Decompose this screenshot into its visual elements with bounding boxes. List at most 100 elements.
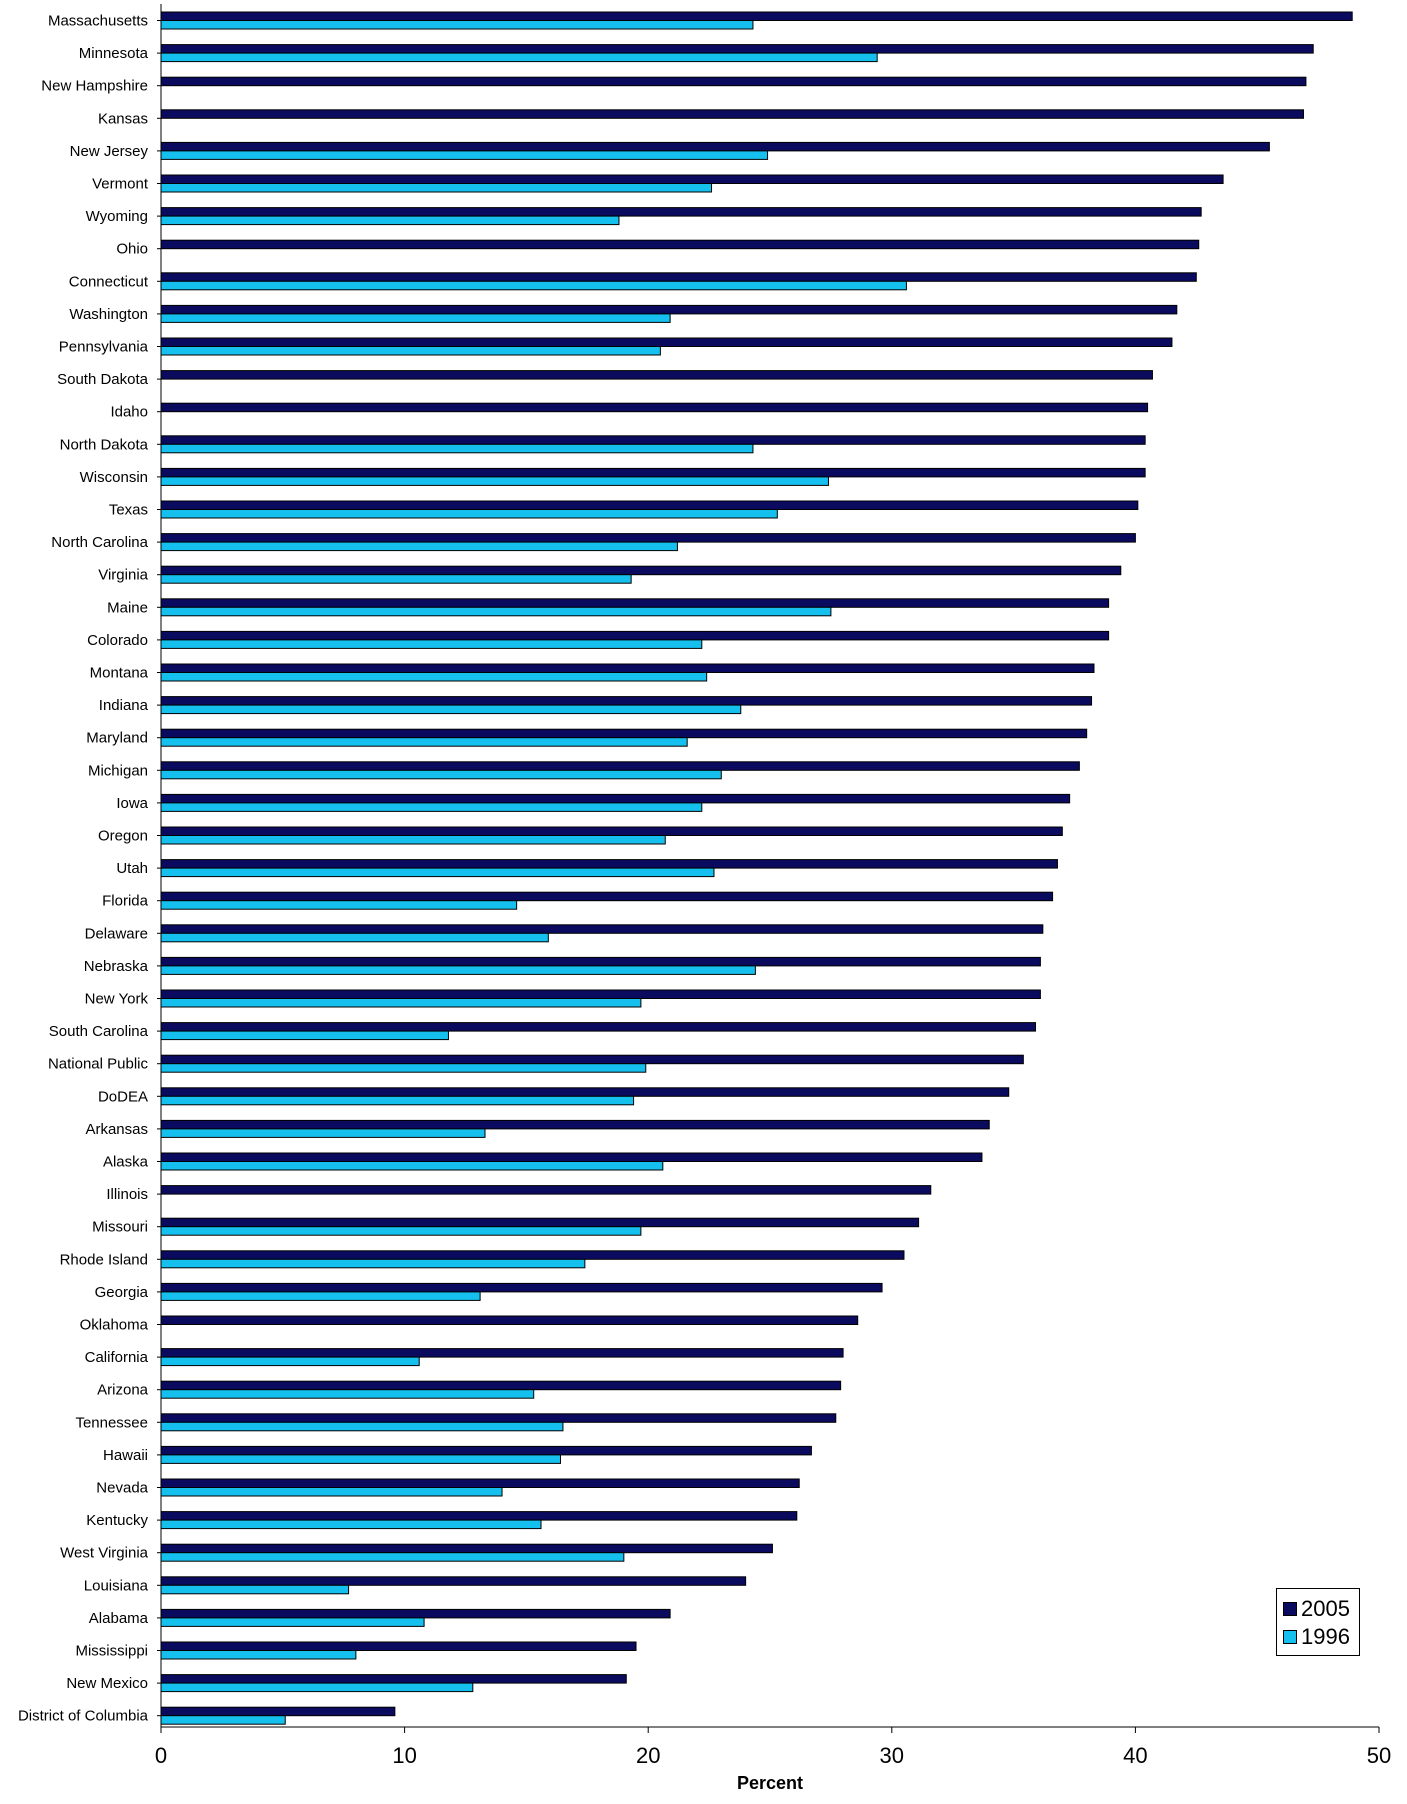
bar-2005-west-virginia: [160, 1543, 773, 1554]
bar-2005-new-mexico: [160, 1674, 627, 1684]
bar-2005-nevada: [160, 1478, 800, 1488]
bar-2005-indiana: [160, 696, 1093, 706]
bar-1996-nebraska: [160, 965, 756, 975]
bar-1996-michigan: [160, 769, 722, 780]
bar-1996-hawaii: [160, 1454, 562, 1464]
category-label-tennessee: Tennessee: [75, 1414, 148, 1431]
category-label-maine: Maine: [107, 599, 148, 616]
bar-2005-alaska: [160, 1152, 983, 1162]
category-label-michigan: Michigan: [88, 762, 148, 779]
bar-1996-new-jersey: [160, 150, 769, 160]
bar-2005-arizona: [160, 1380, 842, 1391]
bar-2005-vermont: [160, 174, 1224, 184]
x-tick-label-0: 0: [155, 1743, 167, 1768]
bar-2005-hawaii: [160, 1445, 812, 1456]
bar-1996-arkansas: [160, 1128, 486, 1138]
bar-1996-north-carolina: [160, 541, 678, 552]
category-label-louisiana: Louisiana: [84, 1577, 149, 1594]
legend-label-1996: 1996: [1301, 1624, 1350, 1649]
bar-2005-kentucky: [160, 1511, 798, 1521]
category-label-missouri: Missouri: [92, 1219, 148, 1236]
category-label-iowa: Iowa: [116, 795, 148, 812]
bar-1996-wisconsin: [160, 476, 829, 486]
bar-2005-dodea: [160, 1087, 1010, 1097]
category-label-kentucky: Kentucky: [86, 1512, 148, 1529]
category-label-oklahoma: Oklahoma: [80, 1317, 149, 1334]
bar-1996-west-virginia: [160, 1552, 625, 1562]
category-label-new-hampshire: New Hampshire: [41, 78, 148, 95]
legend-swatch-1996: [1283, 1630, 1297, 1644]
x-axis-title: Percent: [737, 1773, 803, 1793]
category-label-rhode-island: Rhode Island: [60, 1251, 148, 1268]
category-label-new-jersey: New Jersey: [70, 143, 149, 160]
x-tick-label-40: 40: [1123, 1743, 1147, 1768]
category-label-utah: Utah: [116, 860, 148, 877]
category-label-national-public: National Public: [48, 1056, 149, 1073]
legend-item-2005: 2005: [1283, 1595, 1359, 1623]
bar-2005-nebraska: [160, 956, 1041, 967]
category-label-indiana: Indiana: [99, 697, 149, 714]
category-label-massachusetts: Massachusetts: [48, 13, 148, 30]
bar-1996-california: [160, 1356, 420, 1367]
bar-1996-missouri: [160, 1226, 642, 1236]
category-label-nevada: Nevada: [96, 1480, 148, 1497]
bar-1996-nevada: [160, 1487, 503, 1497]
category-label-georgia: Georgia: [95, 1284, 149, 1301]
bar-1996-rhode-island: [160, 1258, 586, 1269]
bar-2005-wisconsin: [160, 467, 1146, 478]
bar-2005-utah: [160, 859, 1058, 869]
bar-1996-new-york: [160, 998, 642, 1008]
bar-2005-rhode-island: [160, 1250, 905, 1260]
bar-2005-south-dakota: [160, 370, 1153, 380]
bar-1996-oregon: [160, 835, 666, 845]
bar-1996-colorado: [160, 639, 703, 649]
bar-1996-tennessee: [160, 1421, 564, 1432]
category-label-florida: Florida: [102, 893, 149, 910]
bar-1996-north-dakota: [160, 443, 754, 454]
x-tick-label-50: 50: [1367, 1743, 1391, 1768]
bar-2005-alabama: [160, 1608, 671, 1619]
bar-2005-new-hampshire: [160, 76, 1307, 87]
bar-1996-kentucky: [160, 1519, 542, 1530]
category-label-nebraska: Nebraska: [84, 958, 149, 975]
bar-1996-south-carolina: [160, 1030, 449, 1041]
x-tick-label-20: 20: [636, 1743, 660, 1768]
bar-2005-washington: [160, 304, 1178, 315]
category-label-connecticut: Connecticut: [69, 273, 149, 290]
bar-2005-california: [160, 1348, 844, 1358]
category-label-north-carolina: North Carolina: [51, 534, 148, 551]
bar-1996-district-of-columbia: [160, 1715, 286, 1725]
bar-1996-alabama: [160, 1617, 425, 1627]
bar-2005-georgia: [160, 1282, 883, 1293]
bar-2005-maine: [160, 598, 1110, 608]
x-tick-label-30: 30: [880, 1743, 904, 1768]
category-label-district-of-columbia: District of Columbia: [18, 1708, 149, 1725]
legend: 2005 1996: [1276, 1588, 1360, 1656]
bar-1996-delaware: [160, 932, 549, 943]
bar-2005-kansas: [160, 109, 1304, 119]
bar-1996-alaska: [160, 1161, 664, 1171]
category-label-wyoming: Wyoming: [86, 208, 148, 225]
bar-2005-south-carolina: [160, 1022, 1037, 1032]
bar-1996-arizona: [160, 1389, 535, 1399]
legend-label-2005: 2005: [1301, 1596, 1350, 1621]
bar-2005-north-dakota: [160, 435, 1146, 445]
bar-2005-massachusetts: [160, 11, 1353, 21]
bar-1996-maine: [160, 606, 832, 617]
bar-2005-montana: [160, 663, 1095, 673]
category-label-south-dakota: South Dakota: [57, 371, 149, 388]
category-label-dodea: DoDEA: [98, 1088, 148, 1105]
bar-2005-wyoming: [160, 207, 1202, 217]
bar-2005-florida: [160, 891, 1054, 902]
category-label-arkansas: Arkansas: [85, 1121, 148, 1138]
category-label-mississippi: Mississippi: [75, 1643, 148, 1660]
bar-1996-utah: [160, 867, 715, 878]
bar-2005-pennsylvania: [160, 337, 1173, 347]
bar-2005-ohio: [160, 239, 1200, 250]
bar-1996-indiana: [160, 704, 742, 715]
bar-2005-louisiana: [160, 1576, 747, 1586]
bar-2005-delaware: [160, 924, 1044, 934]
category-label-new-york: New York: [85, 991, 149, 1008]
